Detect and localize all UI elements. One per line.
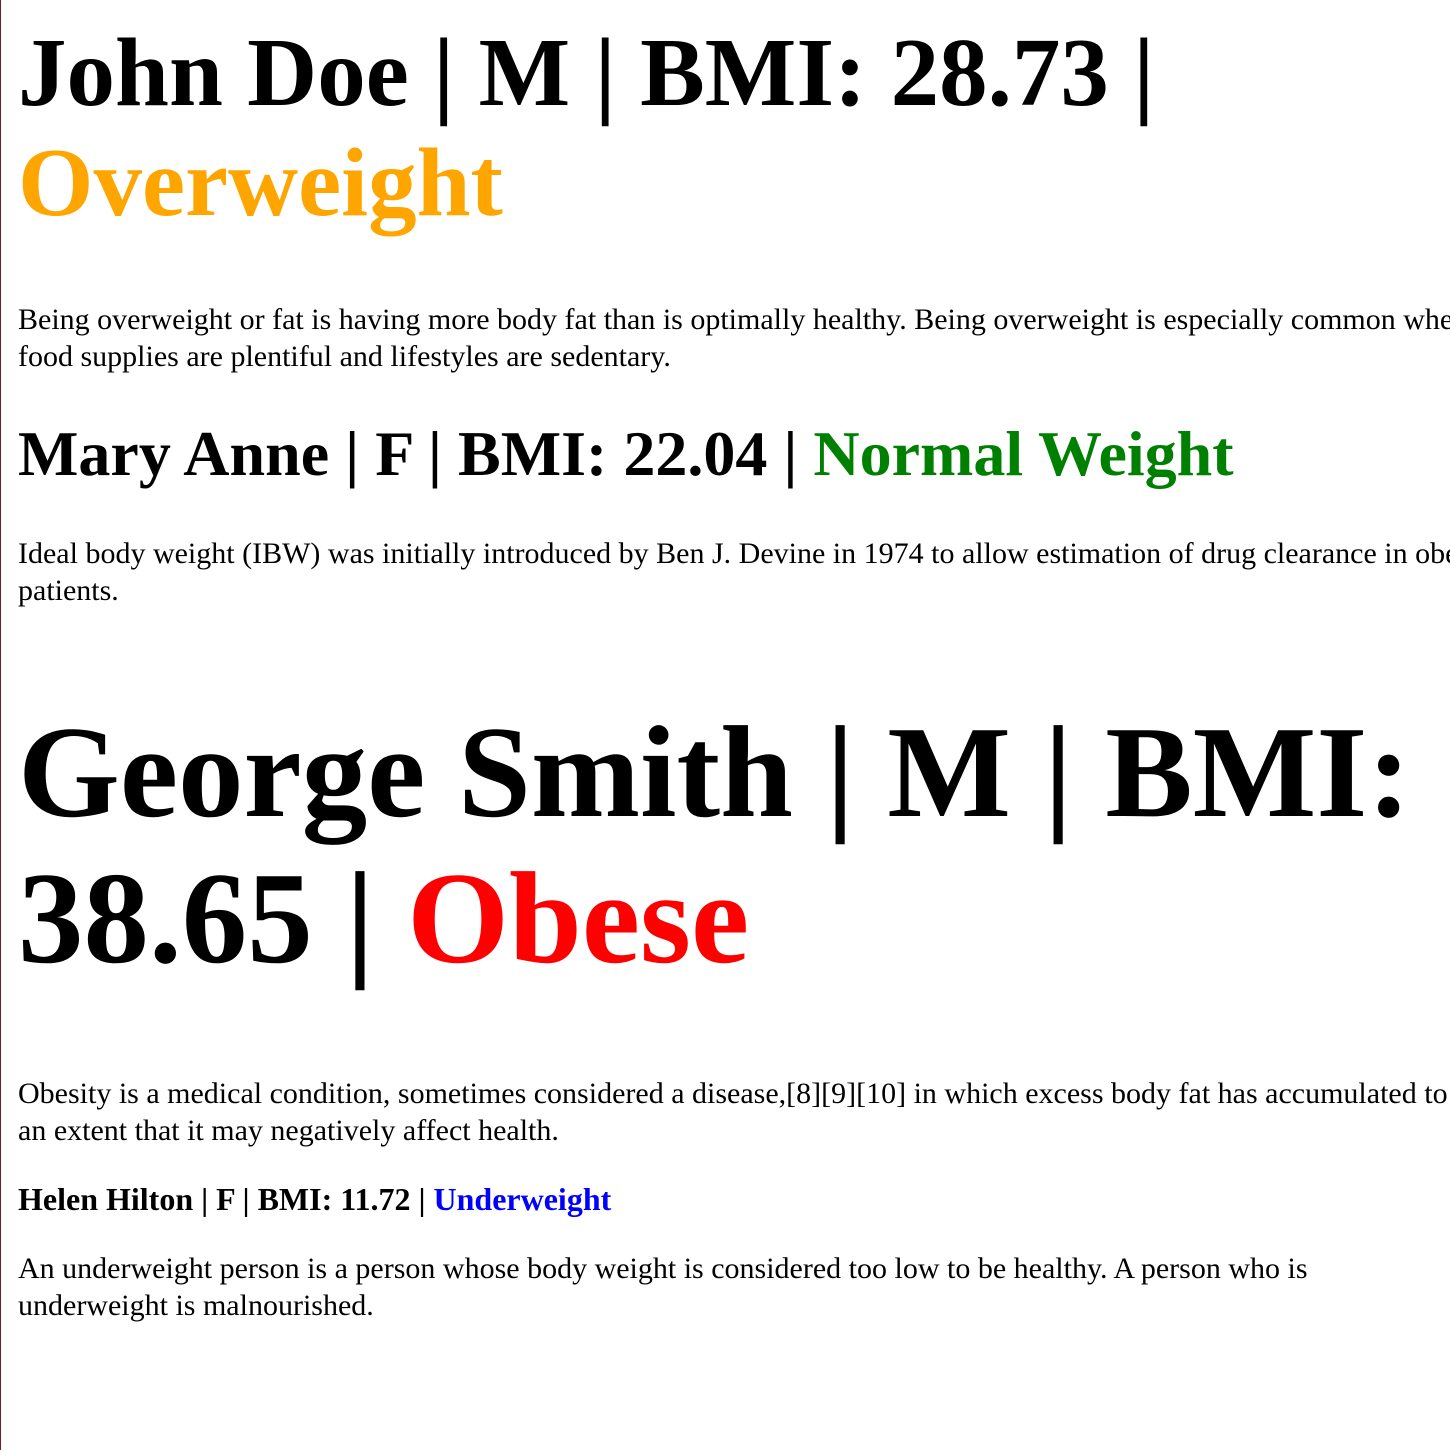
bmi-value: BMI: 28.73 [640, 19, 1109, 126]
separator: | [792, 700, 888, 845]
bmi-category: Overweight [18, 129, 503, 236]
separator: | [570, 19, 641, 126]
record-heading-helen-hilton: Helen Hilton | F | BMI: 11.72 | Underwei… [18, 1181, 1438, 1217]
record-heading-george-smith: George Smith | M | BMI: 38.65 | Obese [18, 700, 1418, 992]
person-sex: M [478, 19, 571, 126]
bmi-value: BMI: 22.04 [458, 418, 768, 489]
person-name: John Doe [18, 19, 409, 126]
separator: | [767, 418, 814, 489]
bmi-category: Underweight [433, 1181, 612, 1217]
record-heading-mary-anne: Mary Anne | F | BMI: 22.04 | Normal Weig… [18, 416, 1438, 492]
bmi-category: Normal Weight [813, 418, 1234, 489]
person-sex: F [216, 1181, 235, 1217]
separator: | [329, 418, 376, 489]
person-sex: M [887, 700, 1011, 845]
bmi-value: BMI: 11.72 [257, 1181, 411, 1217]
separator: | [193, 1181, 217, 1217]
record-description-john-doe: Being overweight or fat is having more b… [18, 303, 1450, 373]
bmi-value: BMI: 38.65 [18, 700, 1411, 991]
record-description-helen-hilton: An underweight person is a person whose … [18, 1252, 1308, 1322]
person-sex: F [375, 418, 412, 489]
separator: | [1010, 700, 1106, 845]
record-description-mary-anne: Ideal body weight (IBW) was initially in… [18, 537, 1450, 607]
separator: | [411, 418, 458, 489]
bmi-category: Obese [407, 846, 750, 991]
person-name: Mary Anne [18, 418, 330, 489]
separator: | [1108, 19, 1155, 126]
separator: | [408, 19, 479, 126]
record-heading-john-doe: John Doe | M | BMI: 28.73 | Overweight [18, 18, 1398, 238]
record-description-george-smith: Obesity is a medical condition, sometime… [18, 1077, 1450, 1147]
separator: | [312, 846, 408, 991]
person-name: George Smith [18, 700, 793, 845]
person-name: Helen Hilton [18, 1181, 194, 1217]
separator: | [234, 1181, 258, 1217]
separator: | [410, 1181, 434, 1217]
